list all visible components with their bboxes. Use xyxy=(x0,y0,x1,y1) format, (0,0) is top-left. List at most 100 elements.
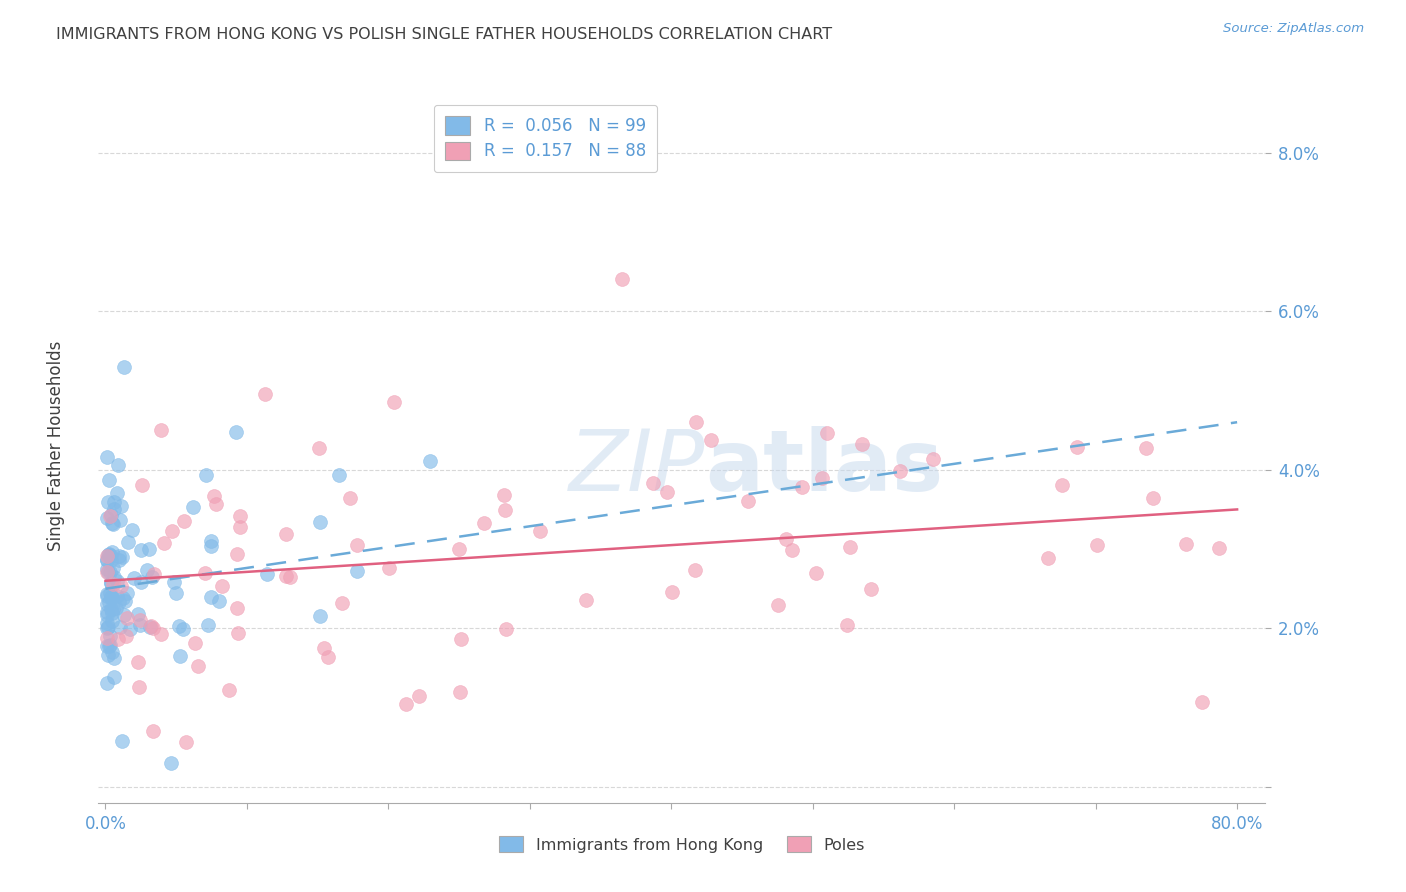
Point xyxy=(181,500,204,515)
Point xyxy=(187,658,209,673)
Point xyxy=(835,618,858,632)
Point xyxy=(226,600,249,615)
Point xyxy=(100,614,122,628)
Point xyxy=(253,387,276,401)
Point xyxy=(1142,491,1164,505)
Point xyxy=(101,602,124,616)
Point xyxy=(142,724,165,739)
Point xyxy=(173,514,195,528)
Point xyxy=(378,561,401,575)
Point xyxy=(685,415,707,429)
Point xyxy=(1036,551,1059,566)
Point xyxy=(100,553,122,567)
Point xyxy=(575,593,598,607)
Point xyxy=(1175,537,1198,551)
Point xyxy=(225,425,247,439)
Point xyxy=(226,625,249,640)
Point xyxy=(111,733,134,747)
Point xyxy=(205,497,228,511)
Point xyxy=(104,601,127,615)
Point xyxy=(202,489,225,503)
Point xyxy=(100,575,122,590)
Point xyxy=(395,698,418,712)
Point xyxy=(128,618,150,632)
Point xyxy=(153,536,176,550)
Point xyxy=(121,523,143,537)
Point xyxy=(1191,695,1213,709)
Point xyxy=(149,423,172,437)
Text: Single Father Households: Single Father Households xyxy=(48,341,65,551)
Point xyxy=(408,689,430,703)
Point xyxy=(211,579,233,593)
Point xyxy=(131,543,153,558)
Point xyxy=(110,499,132,513)
Point xyxy=(120,622,142,636)
Point xyxy=(278,570,301,584)
Point xyxy=(225,547,247,561)
Point xyxy=(346,538,368,552)
Point xyxy=(105,589,128,603)
Point xyxy=(105,574,128,588)
Point xyxy=(97,620,120,634)
Legend: Immigrants from Hong Kong, Poles: Immigrants from Hong Kong, Poles xyxy=(492,830,872,859)
Point xyxy=(1208,541,1230,555)
Text: atlas: atlas xyxy=(706,425,943,509)
Text: IMMIGRANTS FROM HONG KONG VS POLISH SINGLE FATHER HOUSEHOLDS CORRELATION CHART: IMMIGRANTS FROM HONG KONG VS POLISH SING… xyxy=(56,27,832,42)
Point xyxy=(96,510,118,524)
Text: Source: ZipAtlas.com: Source: ZipAtlas.com xyxy=(1223,22,1364,36)
Point xyxy=(194,566,217,580)
Point xyxy=(641,475,664,490)
Point xyxy=(449,685,471,699)
Point xyxy=(103,502,125,516)
Point xyxy=(127,655,149,669)
Point xyxy=(98,547,121,561)
Point xyxy=(494,503,516,517)
Point xyxy=(330,596,353,610)
Point xyxy=(472,516,495,530)
Point xyxy=(316,649,339,664)
Point xyxy=(96,450,118,465)
Point xyxy=(328,468,350,483)
Point xyxy=(96,621,118,635)
Point xyxy=(101,590,124,604)
Point xyxy=(97,495,120,509)
Point xyxy=(107,458,129,472)
Point xyxy=(97,648,120,663)
Point xyxy=(197,618,219,632)
Point xyxy=(339,491,361,505)
Point xyxy=(229,520,252,534)
Point xyxy=(114,594,136,608)
Point xyxy=(169,649,191,664)
Point xyxy=(101,577,124,591)
Point xyxy=(128,680,150,694)
Point xyxy=(142,621,165,635)
Point xyxy=(101,545,124,559)
Point xyxy=(96,562,118,576)
Point xyxy=(683,562,706,576)
Point xyxy=(138,620,160,634)
Text: ZIP: ZIP xyxy=(569,425,706,509)
Point xyxy=(97,565,120,579)
Point xyxy=(96,589,118,603)
Point xyxy=(1085,538,1108,552)
Point xyxy=(860,582,883,596)
Point xyxy=(208,593,231,607)
Point xyxy=(103,670,125,684)
Point xyxy=(922,452,945,467)
Point xyxy=(889,464,911,478)
Point xyxy=(309,608,332,623)
Point xyxy=(107,549,129,564)
Point xyxy=(100,508,122,523)
Point xyxy=(142,566,165,581)
Point xyxy=(103,495,125,509)
Point xyxy=(169,619,191,633)
Point xyxy=(184,636,207,650)
Point xyxy=(308,515,330,529)
Point xyxy=(98,508,121,523)
Point xyxy=(218,682,240,697)
Point xyxy=(129,613,152,627)
Point xyxy=(308,441,330,455)
Point xyxy=(96,605,118,619)
Point xyxy=(114,629,136,643)
Point xyxy=(159,756,181,770)
